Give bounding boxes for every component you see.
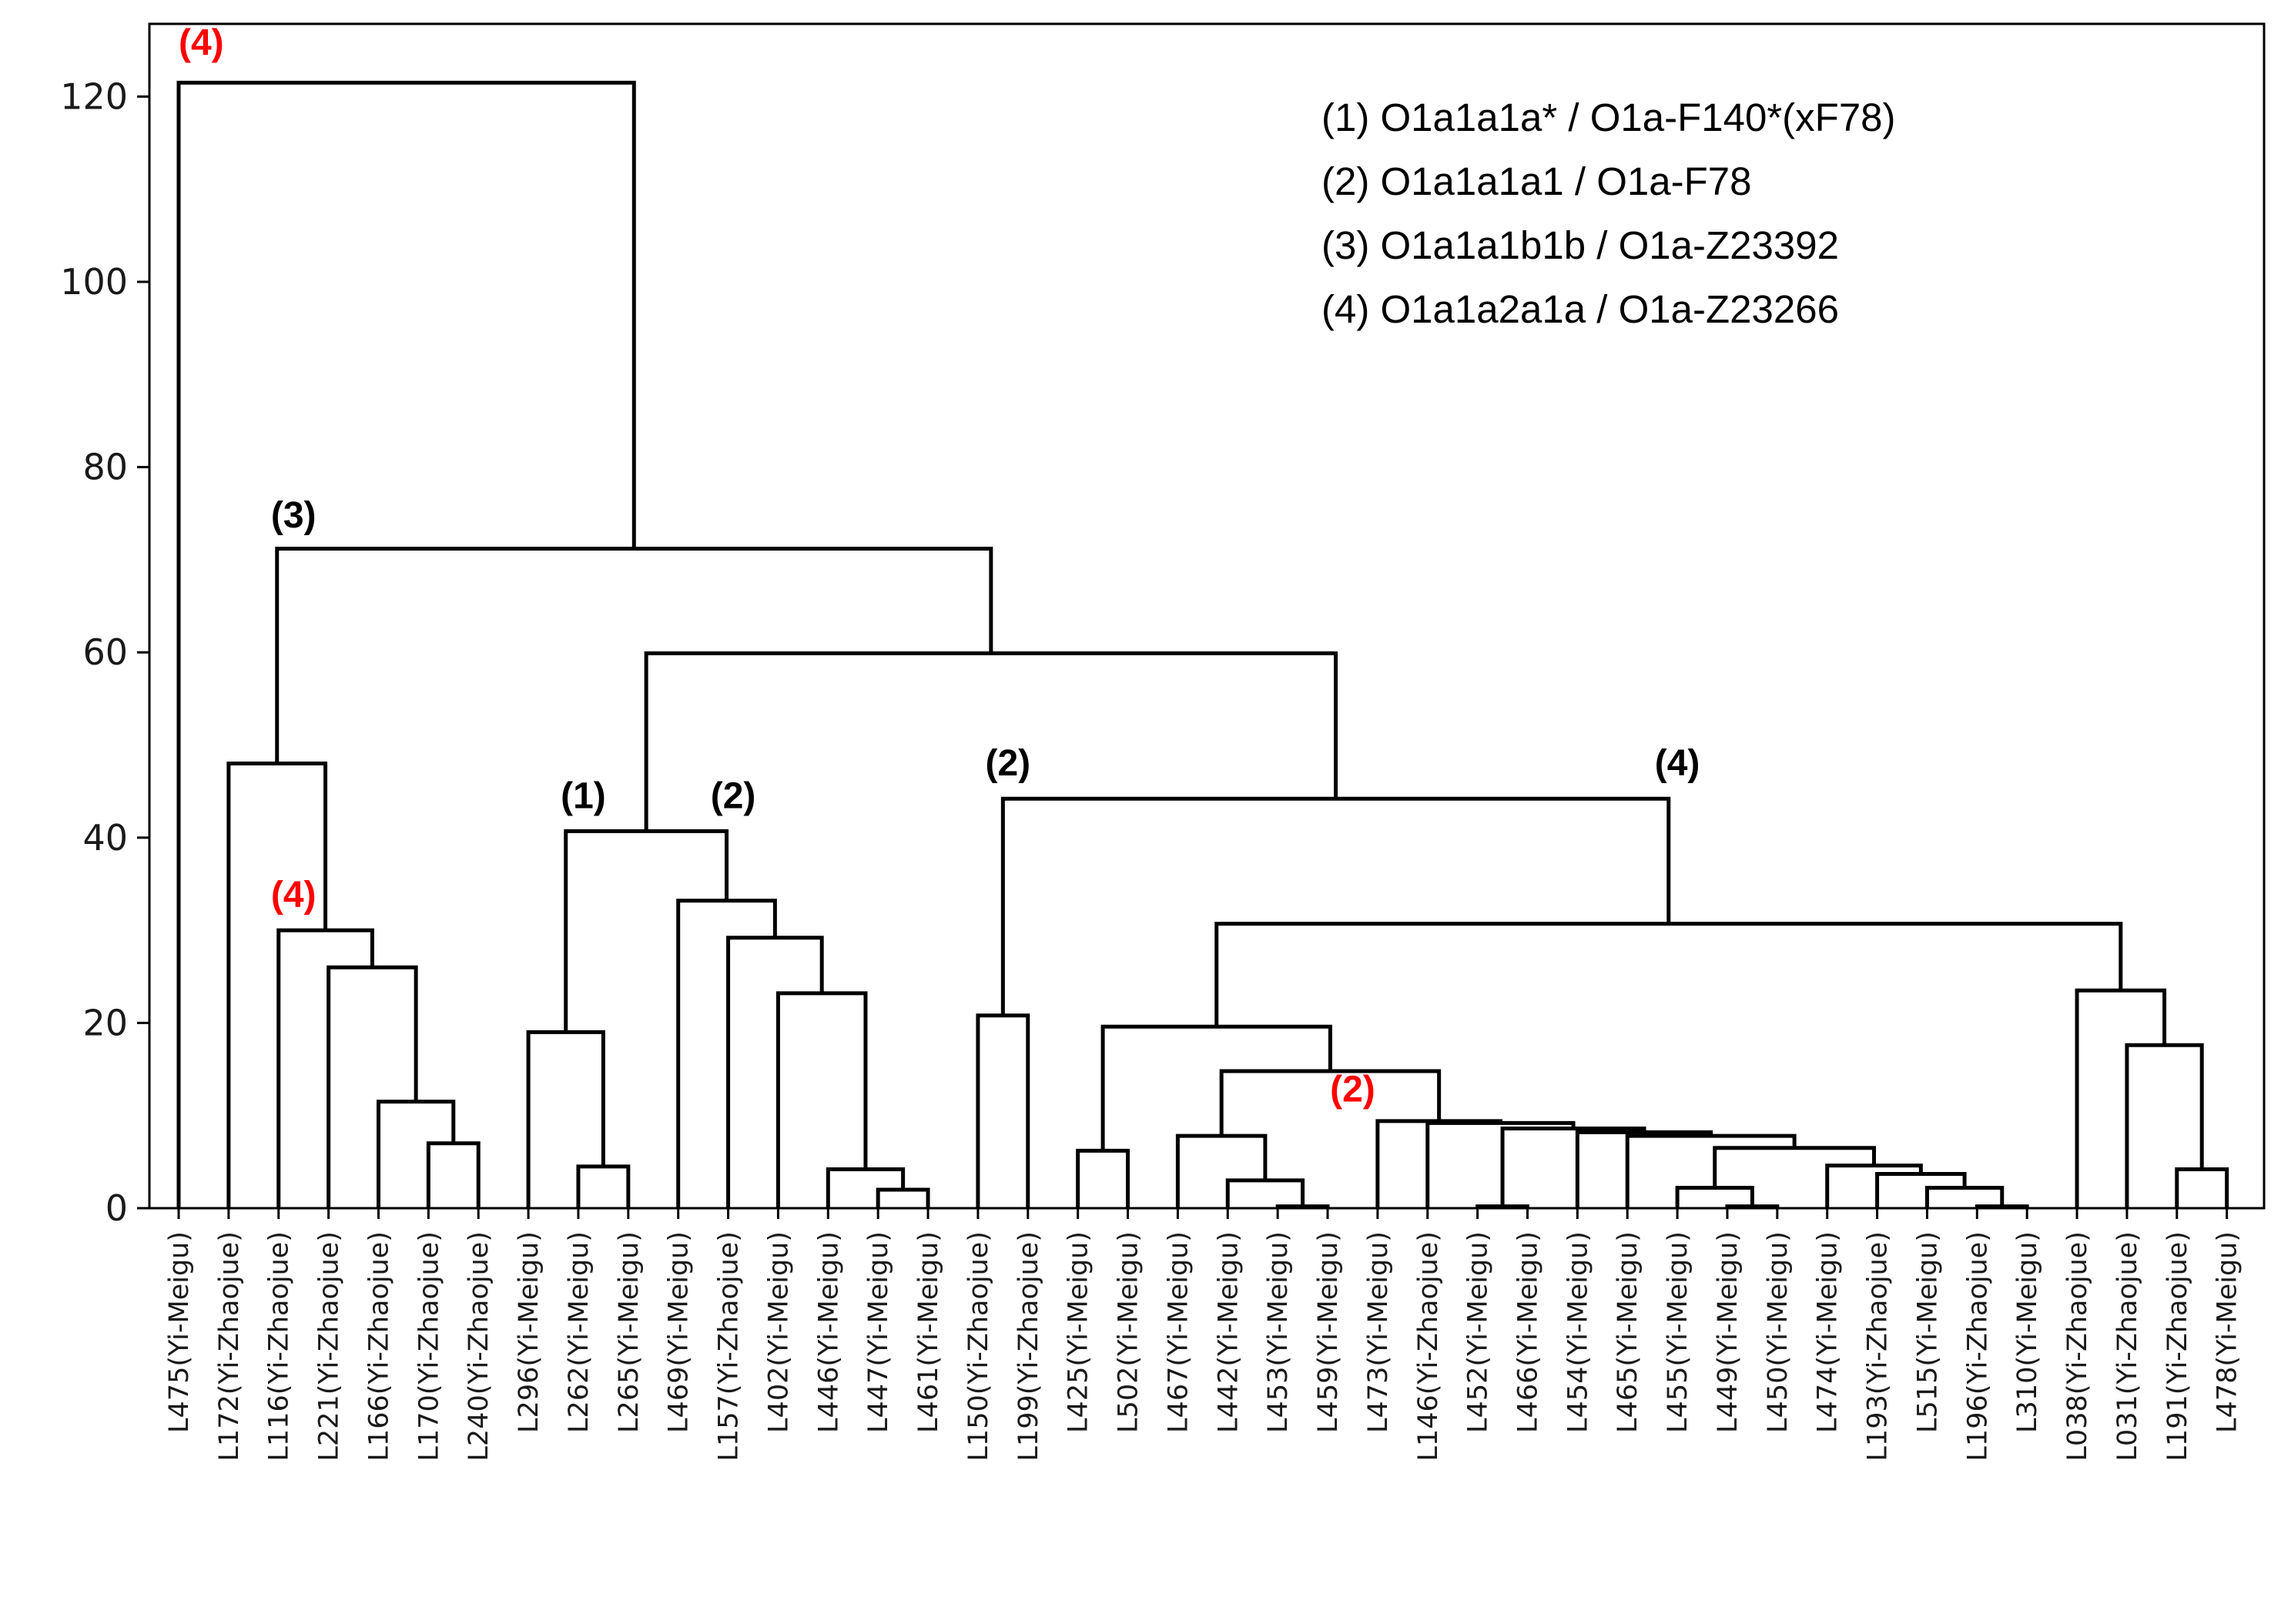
leaf-label: L459(Yi-Meigu)	[1313, 1231, 1344, 1433]
leaf-label: L474(Yi-Meigu)	[1813, 1231, 1844, 1433]
leaf-label: L453(Yi-Meigu)	[1263, 1231, 1294, 1433]
y-tick-label: 60	[82, 631, 128, 673]
leaf-label: L262(Yi-Meigu)	[564, 1231, 595, 1433]
leaf-label: L191(Yi-Zhaojue)	[2162, 1231, 2193, 1462]
leaf-label: L442(Yi-Meigu)	[1213, 1231, 1244, 1433]
clade-annotation: (2)	[711, 775, 756, 816]
leaf-label: L150(Yi-Zhaojue)	[963, 1231, 994, 1462]
dendrogram-link-AA	[1625, 1133, 1797, 1208]
leaf-label: L402(Yi-Meigu)	[763, 1231, 794, 1433]
dendrogram-link-R	[1175, 1133, 1268, 1208]
leaf-label: L116(Yi-Zhaojue)	[264, 1231, 295, 1462]
clade-annotation: (2)	[1330, 1070, 1375, 1110]
leaf-label: L199(Yi-Zhaojue)	[1013, 1231, 1044, 1462]
leaf-label: L221(Yi-Zhaojue)	[314, 1231, 345, 1462]
dendrogram-link-AK	[1214, 922, 2123, 1027]
dendrogram-link-B	[376, 1100, 456, 1208]
dendrogram-link-AJ	[2075, 988, 2167, 1208]
leaf-label: L031(Yi-Zhaojue)	[2112, 1231, 2143, 1462]
leaf-label: L461(Yi-Meigu)	[913, 1231, 944, 1433]
leaf-label: L475(Yi-Meigu)	[164, 1231, 195, 1433]
y-tick-label: 0	[106, 1187, 128, 1229]
leaf-label: L166(Yi-Zhaojue)	[363, 1231, 394, 1462]
leaf-label: L465(Yi-Meigu)	[1613, 1231, 1643, 1433]
leaf-label: L515(Yi-Meigu)	[1912, 1231, 1943, 1433]
plot-frame	[148, 22, 2266, 1210]
y-tick-label: 80	[82, 447, 128, 488]
leaf-label: L450(Yi-Meigu)	[1763, 1231, 1794, 1433]
leaf-label: L502(Yi-Meigu)	[1114, 1231, 1144, 1433]
dendrogram-link-X	[1875, 1171, 1967, 1208]
dendrogram-link-AO	[176, 80, 636, 1208]
leaf-label: L447(Yi-Meigu)	[863, 1231, 894, 1433]
clade-annotation: (4)	[271, 875, 317, 916]
leaf-label: L467(Yi-Meigu)	[1163, 1231, 1194, 1433]
leaf-label: L172(Yi-Zhaojue)	[214, 1231, 245, 1462]
y-tick-label: 120	[60, 75, 128, 117]
clade-annotation: (1)	[561, 775, 606, 816]
clade-annotation: (2)	[986, 743, 1031, 784]
y-tick-label: 100	[60, 261, 128, 303]
clade-annotation: (3)	[271, 495, 317, 536]
dendrogram-link-AE	[1375, 1119, 1502, 1208]
clade-annotations: (4) (3) (4) (1) (2) (2) (4) (2)	[179, 22, 1700, 1110]
legend-entry: (4) O1a1a2a1a / O1a-Z23266	[1321, 287, 1839, 331]
leaf-label: L193(Yi-Zhaojue)	[1863, 1231, 1894, 1462]
legend-entry: (1) O1a1a1a* / O1a-F140*(xF78)	[1321, 95, 1896, 139]
leaf-label: L310(Yi-Meigu)	[2012, 1231, 2043, 1433]
leaf-label: L455(Yi-Meigu)	[1663, 1231, 1693, 1433]
y-tick-label: 20	[82, 1002, 128, 1043]
leaf-label: L452(Yi-Meigu)	[1463, 1231, 1494, 1433]
y-tick-label: 40	[82, 817, 128, 859]
y-axis: 0 20 40 60 80 100 120	[60, 75, 149, 1229]
leaf-label: L240(Yi-Zhaojue)	[464, 1231, 494, 1462]
legend-entry: (3) O1a1a1b1b / O1a-Z23392	[1321, 223, 1839, 267]
leaf-label: L196(Yi-Zhaojue)	[1962, 1231, 1993, 1462]
leaf-label: L454(Yi-Meigu)	[1563, 1231, 1593, 1433]
leaf-label: L038(Yi-Zhaojue)	[2062, 1231, 2093, 1462]
dendrogram-link-AF	[1219, 1069, 1442, 1137]
clade-annotation: (4)	[179, 22, 224, 63]
leaf-label: L170(Yi-Zhaojue)	[414, 1231, 444, 1462]
leaf-label: L296(Yi-Meigu)	[514, 1231, 544, 1433]
leaf-label: L478(Yi-Meigu)	[2212, 1231, 2243, 1433]
leaf-label: L146(Yi-Zhaojue)	[1413, 1231, 1444, 1462]
dendrogram-link-M	[564, 829, 729, 1033]
leaf-label: L425(Yi-Meigu)	[1063, 1231, 1094, 1433]
leaf-labels: L475(Yi-Meigu) L172(Yi-Zhaojue) L116(Yi-Zh…	[164, 1208, 2243, 1462]
legend-entry: (2) O1a1a1a1 / O1a-F78	[1321, 159, 1752, 203]
leaf-label: L473(Yi-Meigu)	[1363, 1231, 1394, 1433]
clade-annotation: (4)	[1655, 743, 1700, 784]
dendrogram-link-N	[976, 1013, 1030, 1208]
leaf-label: L157(Yi-Zhaojue)	[714, 1231, 745, 1462]
leaf-label: L466(Yi-Meigu)	[1512, 1231, 1543, 1433]
leaf-label: L449(Yi-Meigu)	[1713, 1231, 1743, 1433]
legend: (1) O1a1a1a* / O1a-F140*(xF78) (2) O1a1a1…	[1321, 95, 1896, 331]
dendrogram-link-Z	[1713, 1146, 1877, 1188]
leaf-label: L446(Yi-Meigu)	[813, 1231, 844, 1433]
leaf-label: L265(Yi-Meigu)	[614, 1231, 645, 1433]
leaf-label: L469(Yi-Meigu)	[664, 1231, 695, 1433]
